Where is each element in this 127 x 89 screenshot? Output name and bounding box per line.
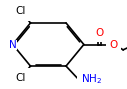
Text: Cl: Cl — [15, 6, 26, 16]
Text: Cl: Cl — [15, 73, 26, 83]
Text: O: O — [95, 28, 103, 38]
Text: O: O — [109, 40, 117, 49]
Text: N: N — [9, 40, 17, 49]
Text: NH$_2$: NH$_2$ — [81, 72, 102, 86]
